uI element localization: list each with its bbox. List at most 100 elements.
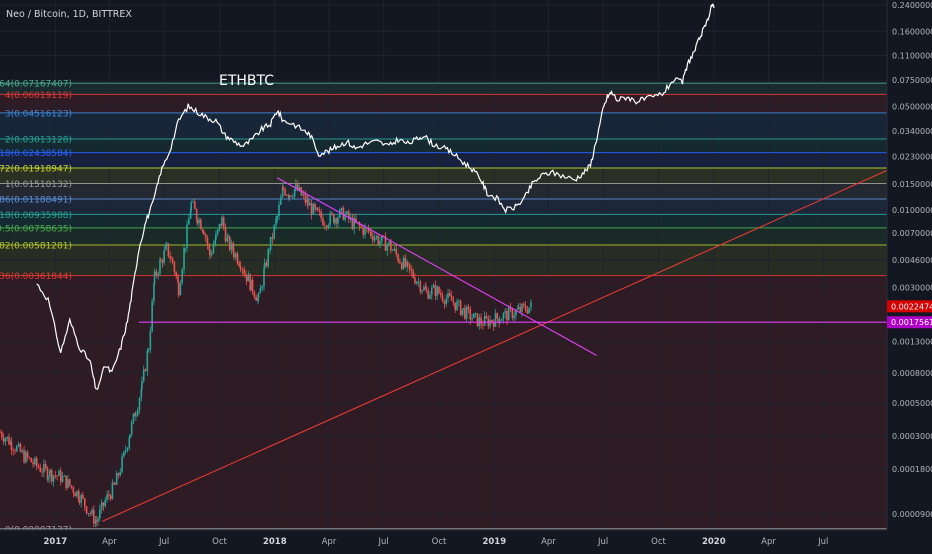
candle xyxy=(312,202,315,215)
time-tick-label-5: Apr xyxy=(322,537,337,547)
candle xyxy=(243,265,245,278)
candle xyxy=(30,457,33,463)
candle xyxy=(82,491,84,500)
candle xyxy=(415,280,418,286)
candle xyxy=(494,309,497,328)
trendlines[interactable] xyxy=(102,169,888,522)
candle xyxy=(10,436,13,455)
candle xyxy=(275,215,277,230)
candle xyxy=(200,217,202,230)
trendline-support[interactable] xyxy=(102,169,888,522)
candle xyxy=(179,279,182,296)
candle xyxy=(424,282,427,290)
candle xyxy=(169,251,171,263)
trendline-resistance[interactable] xyxy=(276,177,597,356)
candle xyxy=(473,313,475,319)
price-tick-label-2: 0.11000000 xyxy=(892,51,932,60)
candle xyxy=(196,217,199,227)
candle xyxy=(438,285,440,295)
candle xyxy=(76,490,78,499)
grid-lines xyxy=(0,0,887,530)
candle xyxy=(151,297,153,333)
price-tick-label-8: 0.01000000 xyxy=(892,206,932,215)
time-axis-background[interactable] xyxy=(0,530,887,550)
candle xyxy=(483,311,486,327)
candle xyxy=(37,463,40,469)
candle xyxy=(406,259,408,272)
candle xyxy=(338,208,341,219)
candle xyxy=(526,305,529,315)
price-badge-0: 0.00224742 xyxy=(887,300,932,313)
candle xyxy=(39,463,42,473)
candle xyxy=(126,447,129,453)
time-tick-label-11: Oct xyxy=(651,537,666,547)
candle xyxy=(236,251,239,266)
candle xyxy=(146,347,149,377)
ethbtc-series xyxy=(36,3,715,390)
candle xyxy=(360,224,363,229)
time-tick-label-1: Apr xyxy=(102,537,117,547)
candle xyxy=(175,271,177,280)
candle xyxy=(167,243,170,259)
candle xyxy=(117,472,120,479)
candle xyxy=(80,493,82,508)
candle xyxy=(159,257,162,261)
candle xyxy=(399,258,401,264)
candle xyxy=(100,499,103,514)
time-axis[interactable]: 2017 Apr Jul Oct 2018 Apr Jul Oct 2019 Apr Jul Oct 2… xyxy=(43,537,828,547)
candle xyxy=(259,284,262,294)
candle xyxy=(16,444,18,453)
time-tick-label-3: Oct xyxy=(212,537,227,547)
candle xyxy=(206,235,209,250)
fib-label-1-272: 1.272(0.01918947) xyxy=(0,165,72,175)
candle xyxy=(54,470,57,479)
candle xyxy=(241,267,244,275)
candle xyxy=(507,305,510,321)
candle xyxy=(314,202,316,213)
candle xyxy=(121,453,123,474)
candle xyxy=(400,262,403,271)
fib-label-4: 4(0.06019119) xyxy=(5,91,72,101)
time-tick-label-2: Jul xyxy=(158,537,169,547)
candle xyxy=(106,490,108,503)
candle xyxy=(181,267,184,286)
candle xyxy=(227,232,229,243)
candle xyxy=(449,289,451,298)
price-tick-label-10: 0.00460000 xyxy=(892,256,932,265)
candle xyxy=(104,496,107,508)
candle xyxy=(314,207,317,210)
fib-label-2: 2(0.03013128) xyxy=(5,135,72,145)
candle xyxy=(0,429,1,433)
price-tick-label-16: 0.00018000 xyxy=(892,465,932,474)
candle xyxy=(222,215,225,231)
fib-band-0-618 xyxy=(0,214,887,228)
fib-bands xyxy=(0,83,887,529)
candle xyxy=(49,468,51,483)
fib-band-1-272 xyxy=(0,168,887,184)
candle xyxy=(263,258,266,270)
price-tick-label-4: 0.05000000 xyxy=(892,102,932,111)
candle xyxy=(186,220,188,252)
candle xyxy=(337,215,339,228)
candle xyxy=(215,230,217,241)
candle xyxy=(293,188,296,200)
candle xyxy=(353,214,355,235)
time-tick-label-12: 2020 xyxy=(702,537,726,547)
candle xyxy=(406,261,409,268)
candle xyxy=(467,304,470,314)
candle xyxy=(77,488,80,503)
candle xyxy=(249,273,251,292)
chart-title: ETHBTC xyxy=(219,73,274,89)
candle xyxy=(476,313,479,328)
candle xyxy=(278,200,280,220)
candle xyxy=(480,313,482,329)
price-axis[interactable]: 0.24000000 0.16000000 0.11000000 0.07500000… xyxy=(892,1,932,519)
candle xyxy=(173,260,176,275)
candle xyxy=(23,445,25,464)
candle xyxy=(423,284,425,292)
price-axis-background[interactable] xyxy=(887,0,932,550)
candle xyxy=(238,260,241,268)
candle xyxy=(233,248,235,261)
